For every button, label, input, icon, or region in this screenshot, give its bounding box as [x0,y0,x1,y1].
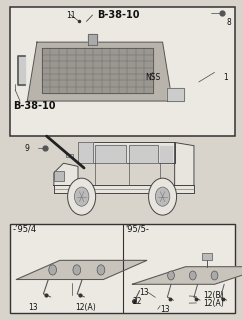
Polygon shape [175,142,194,186]
Text: '95/5-: '95/5- [125,224,149,233]
Circle shape [68,178,96,215]
Circle shape [148,178,177,215]
Text: 9: 9 [25,144,30,153]
Text: -’95/4: -’95/4 [13,224,37,233]
Text: 11: 11 [66,11,75,20]
Polygon shape [88,34,97,45]
Circle shape [73,265,81,275]
Circle shape [189,271,196,280]
Text: 12(A): 12(A) [76,303,96,312]
Text: 12(B): 12(B) [204,292,224,300]
Polygon shape [95,145,126,163]
Text: 22: 22 [132,297,142,306]
Polygon shape [54,186,194,194]
Bar [10,224,235,313]
Text: 13: 13 [140,288,149,297]
Polygon shape [78,142,175,163]
Polygon shape [54,171,63,181]
Text: 12(A): 12(A) [204,299,224,308]
Circle shape [49,265,57,275]
Polygon shape [132,267,243,284]
Polygon shape [17,56,25,85]
Polygon shape [16,260,147,279]
Polygon shape [78,142,93,163]
Text: NSS: NSS [146,73,161,82]
Circle shape [155,187,170,206]
Text: 13: 13 [160,305,170,314]
Text: 8: 8 [227,19,231,28]
Circle shape [97,265,105,275]
Circle shape [74,187,89,206]
Polygon shape [167,88,184,101]
Polygon shape [129,145,158,163]
Text: 13: 13 [28,303,38,312]
Circle shape [211,271,218,280]
Polygon shape [54,163,78,186]
Polygon shape [27,42,172,101]
Polygon shape [160,146,172,162]
Text: B-38-10: B-38-10 [97,10,140,20]
Text: B-38-10: B-38-10 [13,101,55,111]
Polygon shape [202,253,212,260]
Circle shape [168,271,174,280]
Text: 1: 1 [223,73,228,82]
Bar [10,7,235,136]
Polygon shape [66,154,73,157]
Polygon shape [42,49,153,93]
